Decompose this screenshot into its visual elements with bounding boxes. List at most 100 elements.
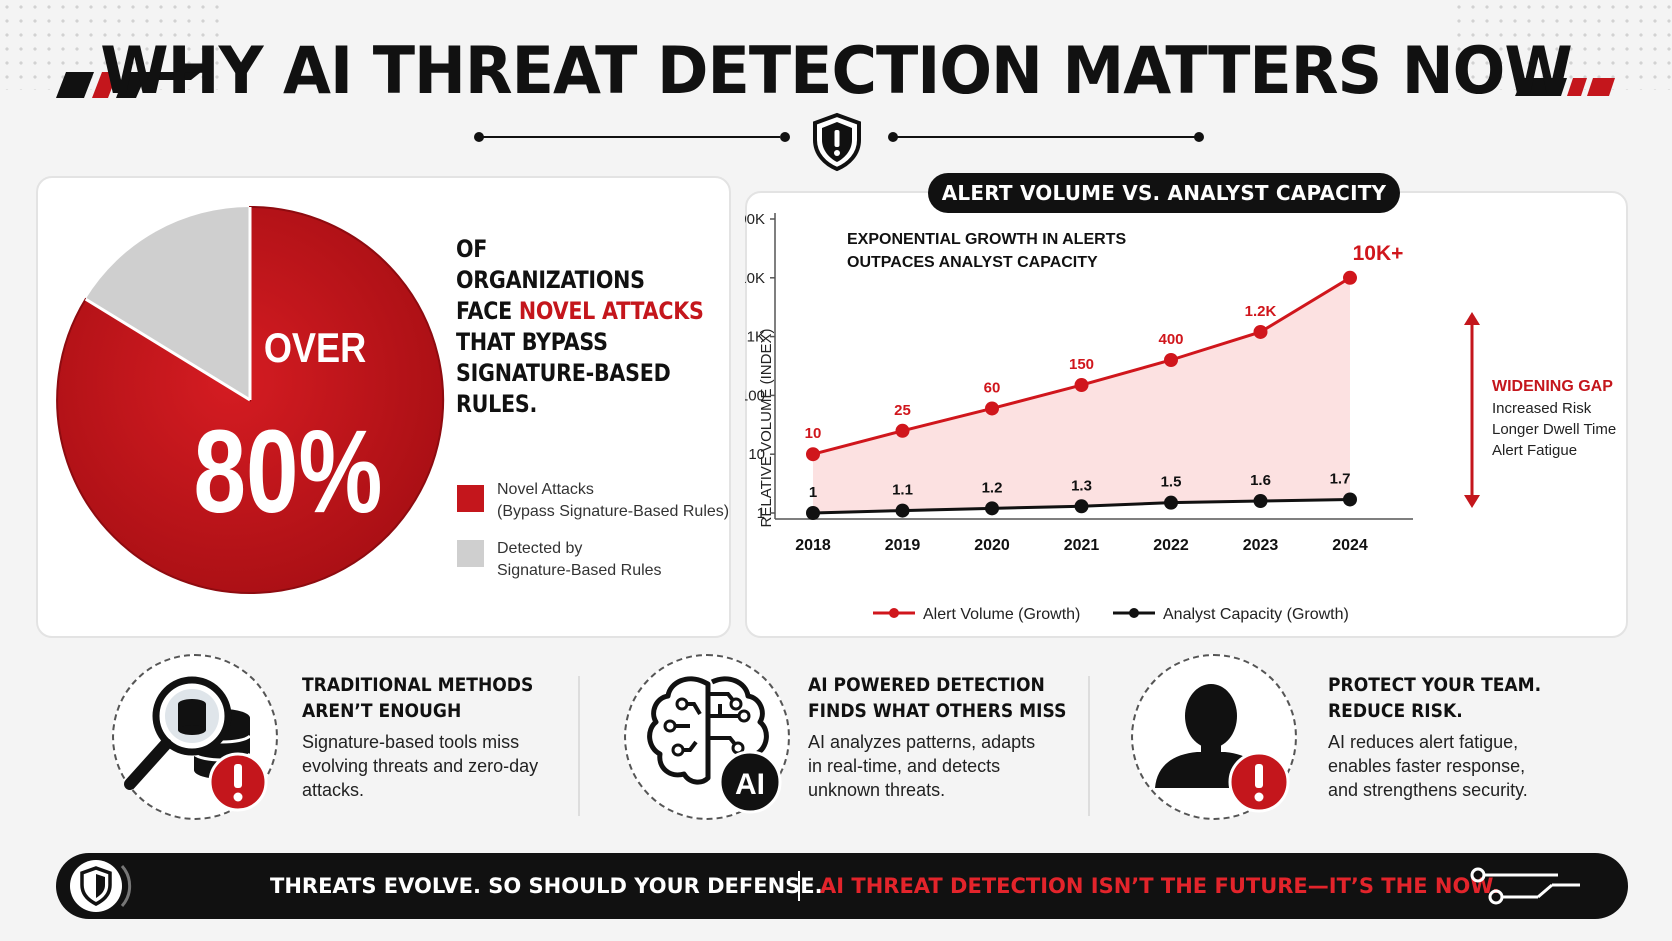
analyst-capacity-label: 1.3 xyxy=(1071,477,1092,494)
x-tick-label: 2021 xyxy=(1064,537,1100,554)
analyst-capacity-point xyxy=(806,506,820,520)
alert-volume-label: 60 xyxy=(984,379,1001,396)
legend-swatch-detected xyxy=(457,540,484,567)
analyst-capacity-label: 1.2 xyxy=(982,479,1003,496)
x-tick-label: 2024 xyxy=(1332,537,1368,554)
alert-volume-point xyxy=(1343,270,1357,285)
pie-over-label: OVER xyxy=(264,326,366,372)
alert-volume-point xyxy=(806,447,820,462)
headline-highlight: NOVEL ATTACKS xyxy=(518,297,704,325)
alert-volume-point xyxy=(1253,324,1268,339)
widening-gap-line: Longer Dwell Time xyxy=(1492,421,1616,438)
feature-divider xyxy=(578,676,580,816)
chart-legend-alert xyxy=(873,608,915,618)
title-rule-dot xyxy=(474,132,484,142)
alert-volume-label: 10K+ xyxy=(1353,242,1404,265)
pie-slice-detected xyxy=(85,207,250,400)
headline-line: ORGANIZATIONS xyxy=(456,266,645,294)
y-tick-label: 1K xyxy=(747,329,765,346)
y-tick-label: 10K xyxy=(745,270,765,287)
widening-gap-line: Increased Risk xyxy=(1492,400,1592,417)
stripe-decoration-left xyxy=(56,72,201,98)
circuit-icon xyxy=(1470,867,1580,905)
analyst-capacity-point xyxy=(1164,495,1178,510)
analyst-capacity-label: 1.1 xyxy=(892,482,913,499)
analyst-capacity-label: 1 xyxy=(809,484,817,501)
analyst-capacity-label: 1.5 xyxy=(1161,474,1182,491)
alert-volume-label: 10 xyxy=(805,425,822,442)
y-tick-label: 1 xyxy=(757,505,765,522)
ai-brain-icon: AI xyxy=(647,676,782,814)
analyst-capacity-point xyxy=(1074,499,1089,514)
shield-icon xyxy=(70,860,132,912)
decorative-dots-right xyxy=(1452,0,1672,90)
x-tick-label: 2023 xyxy=(1243,537,1279,554)
footer-right-text: AI THREAT DETECTION ISN’T THE FUTURE—IT’… xyxy=(820,874,1500,898)
magnifier-database-icon xyxy=(124,676,268,812)
chart-y-axis-label: RELATIVE VOLUME (INDEX) xyxy=(758,329,775,528)
chart-legend-capacity-label: Analyst Capacity (Growth) xyxy=(1163,606,1349,623)
feature-title: AI POWERED DETECTION FINDS WHAT OTHERS M… xyxy=(808,674,1067,722)
y-tick-label: 100K xyxy=(745,213,765,228)
stat-headline: OF ORGANIZATIONS FACE NOVEL ATTACKS THAT… xyxy=(456,234,704,420)
headline-line: FACE NOVEL ATTACKS xyxy=(456,297,704,325)
legend-swatch-novel xyxy=(457,485,484,512)
line-chart: EXPONENTIAL GROWTH IN ALERTS OUTPACES AN… xyxy=(745,213,1616,623)
legend-label-novel: Novel Attacks (Bypass Signature-Based Ru… xyxy=(497,481,730,520)
x-tick-label: 2019 xyxy=(885,537,921,554)
analyst-capacity-label: 1.7 xyxy=(1330,470,1351,487)
feature-title: TRADITIONAL METHODS AREN’T ENOUGH xyxy=(302,674,534,722)
feature-body: AI analyzes patterns, adapts in real-tim… xyxy=(808,732,1036,800)
feature-body: AI reduces alert fatigue, enables faster… xyxy=(1328,732,1528,800)
widening-gap-arrow xyxy=(1464,312,1480,508)
feature-divider xyxy=(1088,676,1090,816)
y-tick-label: 10 xyxy=(748,446,765,463)
widening-gap-line: Alert Fatigue xyxy=(1492,442,1577,459)
stripe-decoration-right xyxy=(1515,78,1615,96)
headline-line: RULES. xyxy=(456,390,538,418)
alert-volume-point xyxy=(1164,352,1178,367)
chart-title: ALERT VOLUME VS. ANALYST CAPACITY xyxy=(928,173,1400,213)
headline-line: SIGNATURE-BASED xyxy=(456,359,671,387)
alert-volume-label: 25 xyxy=(894,402,911,419)
analyst-capacity-point xyxy=(895,503,910,518)
headline-line: THAT BYPASS xyxy=(456,328,608,356)
headline-line: OF xyxy=(456,235,488,263)
gap-area xyxy=(813,277,1350,513)
ai-badge-label: AI xyxy=(735,768,765,801)
chart-subtitle-line1: EXPONENTIAL GROWTH IN ALERTS xyxy=(847,231,1126,248)
x-tick-label: 2018 xyxy=(795,537,831,554)
person-alert-icon xyxy=(1155,684,1290,813)
analyst-capacity-point xyxy=(1343,492,1357,507)
alert-volume-label: 1.2K xyxy=(1245,303,1277,320)
footer-left-text: THREATS EVOLVE. SO SHOULD YOUR DEFENSE. xyxy=(270,874,823,898)
footer-divider xyxy=(798,871,800,901)
footer-banner: THREATS EVOLVE. SO SHOULD YOUR DEFENSE. … xyxy=(56,853,1628,919)
chart-legend-capacity xyxy=(1113,608,1155,618)
feature-title: PROTECT YOUR TEAM. REDUCE RISK. xyxy=(1328,674,1542,722)
analyst-capacity-point xyxy=(1253,493,1268,508)
alert-volume-point xyxy=(895,423,910,438)
chart-legend-alert-label: Alert Volume (Growth) xyxy=(923,606,1080,623)
title-rule-right xyxy=(893,136,1198,138)
alert-volume-label: 150 xyxy=(1069,356,1094,373)
page-title: WHY AI THREAT DETECTION MATTERS NOW xyxy=(100,32,1572,109)
legend-label-detected: Detected by Signature-Based Rules xyxy=(497,540,662,579)
analyst-capacity-label: 1.6 xyxy=(1250,472,1271,489)
feature-body: Signature-based tools miss evolving thre… xyxy=(302,732,539,800)
title-rule-left xyxy=(480,136,780,138)
title-rule-dot xyxy=(1194,132,1204,142)
title-rule-dot xyxy=(780,132,790,142)
alert-volume-point xyxy=(1074,378,1089,393)
x-tick-label: 2020 xyxy=(974,537,1010,554)
x-tick-label: 2022 xyxy=(1153,537,1189,554)
pie-chart: OVER 80% xyxy=(56,205,445,594)
shield-exclamation-icon xyxy=(813,112,861,172)
analyst-capacity-point xyxy=(985,501,999,516)
y-tick-label: 100 xyxy=(745,387,765,404)
alert-volume-point xyxy=(985,401,999,416)
widening-gap-title: WIDENING GAP xyxy=(1492,378,1613,395)
alert-volume-label: 400 xyxy=(1158,331,1183,348)
pie-percent-label: 80% xyxy=(194,405,383,538)
chart-subtitle-line2: OUTPACES ANALYST CAPACITY xyxy=(847,254,1098,271)
